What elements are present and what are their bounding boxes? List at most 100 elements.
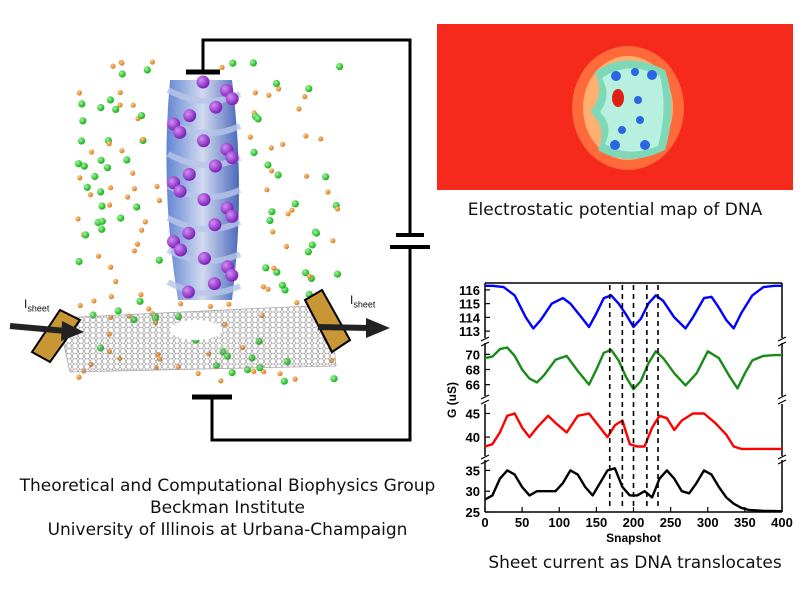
phosphate-atom <box>225 209 239 223</box>
potassium-ion <box>76 374 82 380</box>
phosphate-atom <box>183 109 197 123</box>
y-tick-label: 116 <box>459 283 480 298</box>
phosphate-atom <box>225 151 239 165</box>
chloride-ion <box>264 161 272 169</box>
chloride-ion <box>106 96 114 104</box>
chloride-ion <box>336 63 344 71</box>
potassium-ion <box>130 102 136 108</box>
potassium-ion <box>140 136 146 142</box>
chloride-ion <box>249 59 257 67</box>
chloride-ion <box>80 162 88 170</box>
phosphate-atom <box>173 125 187 139</box>
potassium-ion <box>95 253 102 259</box>
chloride-ion <box>98 202 106 210</box>
potassium-ion <box>303 133 309 139</box>
potassium-ion <box>270 229 276 235</box>
phosphate-atom <box>207 277 221 291</box>
potassium-ion <box>218 378 224 384</box>
potassium-ion <box>226 301 232 307</box>
series-line-3 <box>484 412 782 451</box>
phosphate-atom <box>182 167 196 181</box>
y-tick-label: 45 <box>466 406 480 421</box>
potassium-ion <box>219 64 225 70</box>
potassium-ion <box>131 186 137 192</box>
potassium-ion <box>195 370 201 376</box>
y-tick-label: 66 <box>466 378 480 393</box>
plot-caption: Sheet current as DNA translocates <box>488 553 782 573</box>
potassium-ion <box>330 238 336 244</box>
chloride-ion <box>272 79 280 88</box>
phosphate-atom <box>209 100 223 114</box>
x-tick-label: 300 <box>697 515 719 530</box>
potassium-ion <box>77 175 83 181</box>
potassium-ion <box>252 90 258 96</box>
chloride-ion <box>143 66 151 74</box>
chloride-ion <box>123 156 131 164</box>
chloride-ion <box>250 148 258 156</box>
chloride-ion <box>97 104 105 112</box>
series-line-1 <box>485 284 782 330</box>
chloride-ion <box>98 217 106 225</box>
potassium-ion <box>247 134 253 140</box>
chloride-ion <box>79 117 87 125</box>
y-tick-label: 114 <box>459 310 481 325</box>
chloride-ion <box>117 214 125 222</box>
chloride-ion <box>312 229 320 237</box>
x-tick-label: 250 <box>660 515 682 530</box>
chloride-ion <box>114 307 122 315</box>
y-tick-label: 25 <box>466 505 480 520</box>
chloride-ion <box>330 375 338 383</box>
x-tick-label: 50 <box>515 515 529 530</box>
dna-phosphate-atoms <box>167 75 239 299</box>
potential-map <box>437 24 793 190</box>
axis-break-mark <box>480 336 490 342</box>
y-axis-label: G (uS) <box>445 382 459 418</box>
potassium-ion <box>142 219 148 225</box>
potassium-ion <box>154 183 160 189</box>
right-arrow-head <box>366 318 390 338</box>
right-contact <box>303 288 352 354</box>
chloride-ion <box>97 188 105 196</box>
dna-backbone-band <box>166 279 242 297</box>
potassium-ion <box>285 211 291 217</box>
chloride-ion <box>268 208 276 216</box>
credits-line-group: Theoretical and Computational Biophysics… <box>19 476 436 496</box>
axis-break-mark <box>777 394 787 400</box>
x-tick-label: 400 <box>771 515 793 530</box>
chloride-ion <box>82 231 90 239</box>
y-tick-label: 68 <box>466 363 480 378</box>
potassium-ion <box>269 168 275 174</box>
chloride-ion <box>112 105 120 113</box>
potassium-ion <box>294 300 300 306</box>
potassium-ion <box>75 216 81 222</box>
chloride-ion <box>133 203 141 211</box>
chloride-ion <box>229 59 237 67</box>
potassium-ion <box>110 63 116 69</box>
chloride-ion <box>305 85 313 93</box>
chloride-ion <box>322 173 330 181</box>
potassium-ion <box>334 206 341 212</box>
axis-break-mark <box>777 399 787 405</box>
chloride-ion <box>136 297 144 305</box>
x-tick-label: 0 <box>481 515 488 530</box>
chloride-ion <box>278 281 286 289</box>
potassium-ion <box>107 202 113 208</box>
chloride-ion <box>137 112 146 120</box>
potassium-ion <box>292 376 298 382</box>
chloride-ion <box>77 137 86 145</box>
chloride-ion <box>118 70 126 78</box>
potassium-ion <box>268 145 274 151</box>
credits-line-institute: Beckman Institute <box>149 498 306 518</box>
phosphate-atom <box>197 134 210 148</box>
phosphate-atom <box>197 193 211 207</box>
y-tick-label: 40 <box>466 430 480 445</box>
chloride-ion <box>91 172 99 181</box>
potassium-ion <box>318 136 324 142</box>
potassium-ion <box>146 306 152 312</box>
chloride-ion <box>83 183 91 191</box>
chloride-ion <box>302 269 310 277</box>
x-tick-label: 200 <box>623 515 645 530</box>
y-tick-label: 30 <box>466 484 480 499</box>
